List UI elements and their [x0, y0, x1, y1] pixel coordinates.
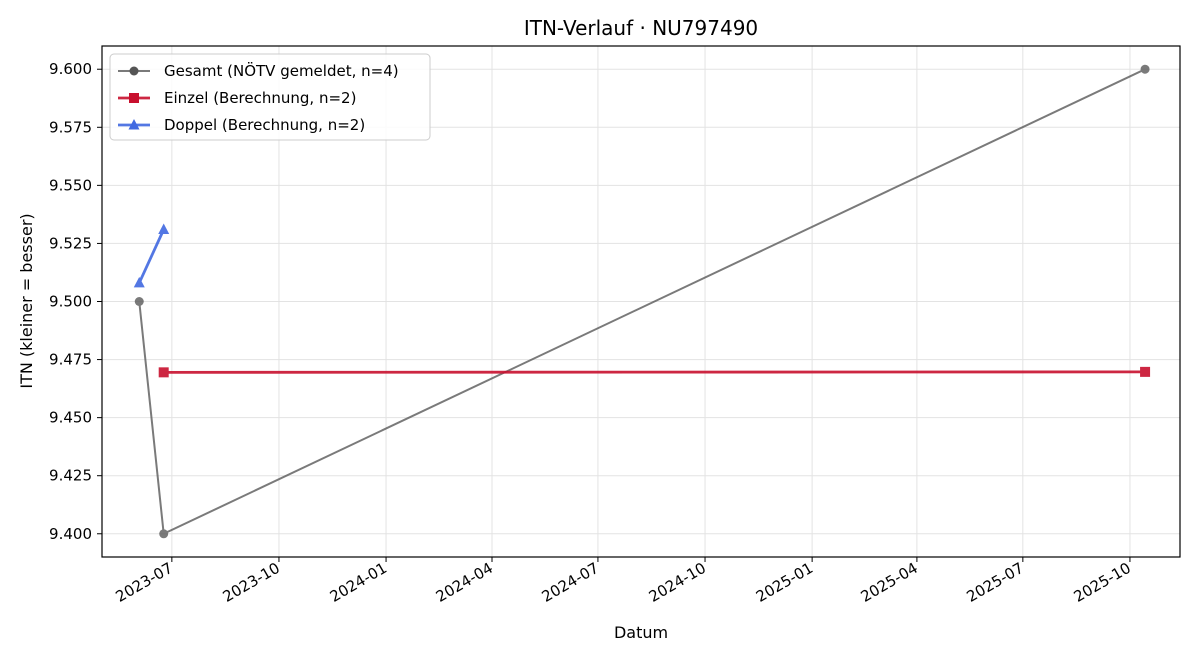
y-tick-label: 9.500 — [49, 293, 92, 311]
legend-swatch-marker — [129, 66, 139, 76]
data-point — [159, 529, 169, 539]
y-tick-label: 9.400 — [49, 525, 92, 543]
legend-label: Doppel (Berechnung, n=2) — [164, 116, 365, 134]
y-tick-label: 9.525 — [49, 234, 92, 252]
legend-item: Einzel (Berechnung, n=2) — [118, 89, 356, 107]
series-3 — [133, 223, 170, 288]
y-tick-label: 9.450 — [49, 409, 92, 427]
y-tick-label: 9.575 — [49, 118, 92, 136]
data-point — [1140, 64, 1150, 74]
legend-swatch-marker — [128, 119, 140, 130]
y-tick-label: 9.550 — [49, 176, 92, 194]
legend: Gesamt (NÖTV gemeldet, n=4) Einzel (Berec… — [109, 53, 431, 141]
y-tick-label: 9.600 — [49, 60, 92, 78]
data-point — [158, 223, 170, 234]
x-axis-label: Datum — [614, 623, 668, 642]
data-point — [1140, 366, 1151, 377]
legend-label: Einzel (Berechnung, n=2) — [164, 89, 356, 107]
data-point — [133, 276, 145, 288]
legend-box — [109, 53, 431, 141]
y-tick-label: 9.425 — [49, 467, 92, 485]
legend-item: Gesamt (NÖTV gemeldet, n=4) — [118, 61, 399, 80]
data-point — [134, 297, 144, 306]
legend-swatch-marker — [129, 93, 139, 103]
series-layer — [133, 64, 1151, 539]
y-tick-label: 9.475 — [49, 351, 92, 369]
series-2 — [158, 366, 1151, 378]
data-point — [158, 367, 169, 378]
series-line — [137, 228, 165, 284]
legend-item: Doppel (Berechnung, n=2) — [118, 116, 365, 134]
y-axis-label: ITN (kleiner = besser) — [17, 213, 36, 388]
chart-title: ITN-Verlauf · NU797490 — [524, 16, 758, 40]
series-1 — [134, 64, 1150, 539]
legend-label: Gesamt (NÖTV gemeldet, n=4) — [164, 61, 399, 80]
